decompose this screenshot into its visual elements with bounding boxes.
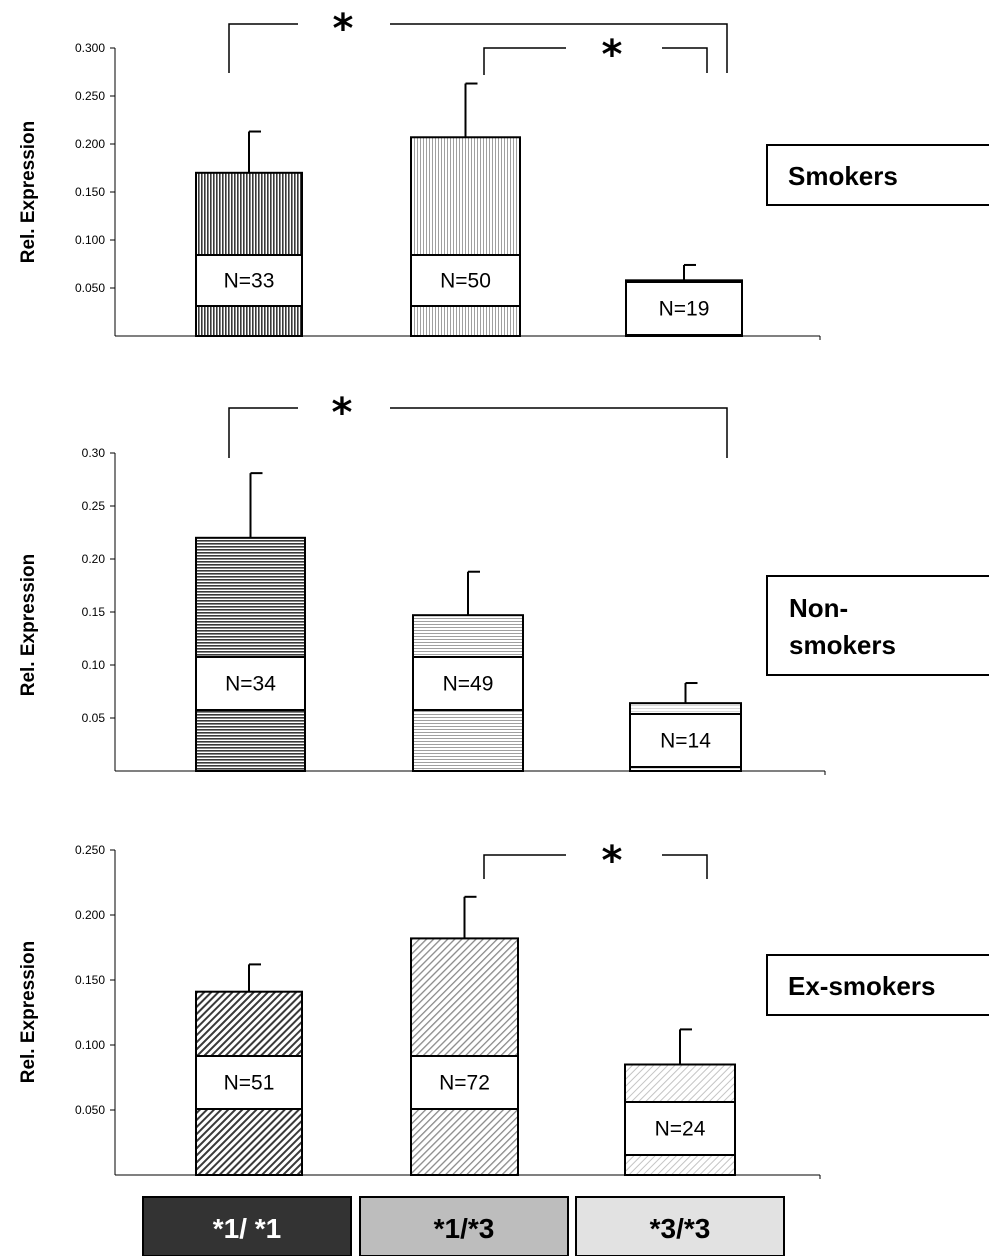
significance-bracket-left xyxy=(228,407,298,458)
significance-star: * xyxy=(333,6,354,52)
y-tick-label: 0.20 xyxy=(82,552,106,566)
n-label: N=72 xyxy=(439,1072,490,1095)
y-axis-label: Rel. Expression xyxy=(18,554,39,697)
y-axis-label: Rel. Expression xyxy=(18,941,39,1084)
y-tick-label: 0.050 xyxy=(75,1103,105,1117)
y-tick-label: 0.200 xyxy=(75,137,105,151)
n-label-box xyxy=(625,281,743,336)
legend: *1/ *1 *1/*3 *3/*3 xyxy=(142,1196,785,1256)
legend-swatch-3 xyxy=(575,1196,785,1256)
n-label-box xyxy=(410,1055,519,1110)
y-tick-label: 0.150 xyxy=(75,185,105,199)
y-axis-label: Rel. Expression xyxy=(18,121,39,264)
n-label-box xyxy=(624,1101,736,1156)
legend-swatch-1 xyxy=(142,1196,352,1256)
n-label: N=14 xyxy=(660,730,711,753)
significance-star: * xyxy=(332,390,353,436)
n-label: N=51 xyxy=(224,1072,275,1095)
n-label-box xyxy=(195,656,306,711)
significance-star: * xyxy=(602,32,623,78)
panel-label: Ex-smokers xyxy=(788,971,935,1001)
labels-layer: N=33 N=50 N=19 * * Smokers xyxy=(195,6,989,336)
legend-swatch-2 xyxy=(359,1196,569,1256)
significance-star: * xyxy=(602,838,623,884)
panel-label-box xyxy=(766,954,989,1016)
significance-bracket-right xyxy=(662,854,708,879)
significance-bracket-right xyxy=(390,407,728,458)
n-label-box xyxy=(410,254,521,307)
y-tick-label: 0.15 xyxy=(82,605,106,619)
y-tick-label: 0.10 xyxy=(82,658,106,672)
y-tick-label: 0.200 xyxy=(75,908,105,922)
y-tick-label: 0.100 xyxy=(75,233,105,247)
n-label: N=34 xyxy=(225,673,276,696)
axes-layer: 0.30 0.25 0.20 0.15 0.10 0.05 Rel. Expression xyxy=(18,446,826,775)
significance-bracket-left xyxy=(483,854,566,879)
n-label: N=19 xyxy=(659,298,710,321)
panel-label: Smokers xyxy=(788,161,898,191)
significance-bracket-left xyxy=(483,47,566,75)
panel-label-box xyxy=(766,144,989,206)
n-label: N=49 xyxy=(443,673,494,696)
y-tick-label: 0.250 xyxy=(75,89,105,103)
panel-smokers: 0.300 0.250 0.200 0.150 0.100 0.050 Rel. Expre… xyxy=(18,6,989,340)
n-label-box xyxy=(629,713,742,768)
significance-bracket-left xyxy=(228,23,298,73)
n-label: N=24 xyxy=(655,1118,706,1141)
labels-layer: N=34 N=49 N=14 * Non-smokers xyxy=(195,390,989,768)
y-tick-label: 0.150 xyxy=(75,973,105,987)
y-tick-label: 0.100 xyxy=(75,1038,105,1052)
axes-layer: 0.300 0.250 0.200 0.150 0.100 0.050 Rel. Expre… xyxy=(18,41,821,340)
panel-label: Non- xyxy=(789,593,848,623)
y-tick-label: 0.050 xyxy=(75,281,105,295)
n-label-box xyxy=(195,1055,303,1110)
y-tick-label: 0.25 xyxy=(82,499,106,513)
y-tick-label: 0.300 xyxy=(75,41,105,55)
significance-bracket-right xyxy=(662,47,708,73)
panel-label-box xyxy=(766,575,989,676)
n-label-box xyxy=(412,656,524,711)
n-label: N=50 xyxy=(440,270,491,293)
bar xyxy=(195,536,306,772)
panel-exsmokers: 0.250 0.200 0.150 0.100 0.050 Rel. Expression… xyxy=(18,838,989,1179)
axes-layer: 0.250 0.200 0.150 0.100 0.050 Rel. Expression xyxy=(18,843,821,1179)
labels-layer: N=51 N=72 N=24 * Ex-smokers xyxy=(195,838,989,1156)
legend-label-3: *3/*3 xyxy=(650,1213,711,1244)
y-tick-label: 0.30 xyxy=(82,446,106,460)
y-tick-label: 0.05 xyxy=(82,711,106,725)
legend-label-1: *1/ *1 xyxy=(213,1213,282,1244)
y-tick-label: 0.250 xyxy=(75,843,105,857)
n-label-box xyxy=(195,254,303,307)
legend-label-2: *1/*3 xyxy=(434,1213,495,1244)
n-label: N=33 xyxy=(224,270,275,293)
significance-bracket-right xyxy=(390,23,728,73)
panel-label: smokers xyxy=(789,630,896,660)
